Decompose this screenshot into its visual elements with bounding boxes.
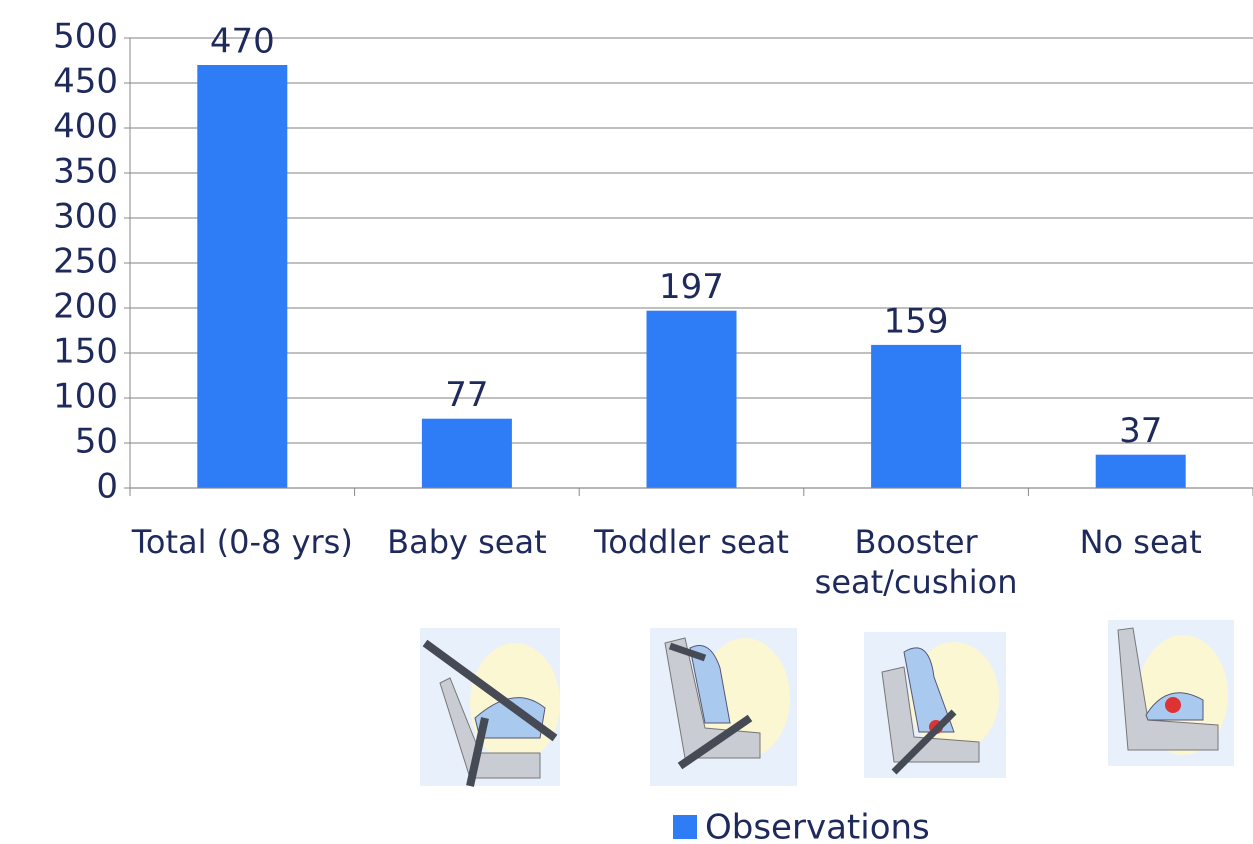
- y-tick-label: 500: [53, 17, 118, 57]
- y-tick-label: 250: [53, 242, 118, 282]
- y-tick-label: 0: [96, 467, 118, 507]
- baby-seat-illustration: [420, 628, 560, 786]
- x-tick-label: Toddler seat: [579, 522, 805, 562]
- y-tick-label: 150: [53, 332, 118, 372]
- x-tick-label: Total (0-8 yrs): [129, 522, 355, 562]
- y-tick-label: 50: [75, 422, 118, 462]
- y-tick-label: 100: [53, 377, 118, 417]
- no-seat-illustration: [1108, 620, 1234, 766]
- legend-label: Observations: [705, 808, 930, 844]
- toddler-seat-illustration: [650, 628, 797, 786]
- data-label: 470: [210, 22, 275, 62]
- bar: [1096, 455, 1186, 488]
- x-tick-label: Baby seat: [354, 522, 580, 562]
- x-tick-label: No seat: [1028, 522, 1253, 562]
- bar: [871, 345, 961, 488]
- data-label: 77: [445, 375, 488, 415]
- data-label: 197: [659, 267, 724, 307]
- booster-seat-illustration: [864, 632, 1006, 778]
- chart: 0 50 100 150 200 250 300 350 400 450 500 470 77 197 15…: [0, 0, 1253, 844]
- x-tick-label: Booster seat/cushion: [803, 522, 1029, 602]
- bar: [422, 419, 512, 488]
- y-tick-label: 300: [53, 197, 118, 237]
- y-tick-label: 350: [53, 152, 118, 192]
- y-tick-label: 200: [53, 287, 118, 327]
- data-label: 37: [1119, 411, 1162, 451]
- page: {"chart_data": {"type": "bar", "categori…: [0, 0, 1253, 844]
- y-tick-label: 450: [53, 62, 118, 102]
- bar: [197, 65, 287, 488]
- legend-swatch: [673, 815, 697, 839]
- bar: [647, 311, 737, 488]
- y-tick-label: 400: [53, 107, 118, 147]
- data-label: 159: [884, 301, 949, 341]
